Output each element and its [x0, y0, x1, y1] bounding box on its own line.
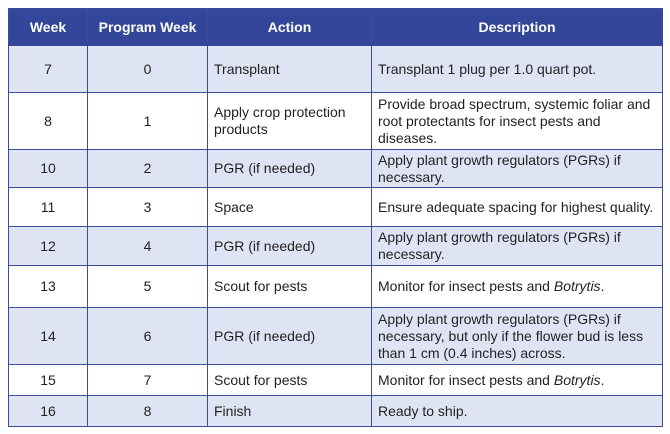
text-run: . [600, 371, 605, 388]
action-cell: Finish [207, 395, 372, 427]
text-run: Apply plant growth regulators (PGRs) if … [378, 310, 644, 361]
text-run: Monitor for insect pests and [378, 371, 554, 388]
header-cell: Action [207, 8, 372, 46]
text-run: Ready to ship. [378, 402, 468, 419]
description-cell: Monitor for insect pests and Botrytis. [371, 364, 663, 396]
description-cell: Ready to ship. [371, 395, 663, 427]
week-cell: 15 [8, 364, 88, 396]
text-run: Monitor for insect pests and [378, 278, 554, 294]
action-cell: Apply crop protection products [207, 92, 372, 150]
description-cell: Apply plant growth regulators (PGRs) if … [371, 149, 663, 188]
program-week-cell: 4 [87, 226, 208, 266]
week-cell: 7 [8, 45, 88, 93]
week-cell: 16 [8, 395, 88, 427]
text-run: Provide broad spectrum, systemic foliar … [378, 95, 651, 146]
text-run: Ensure adequate spacing for highest qual… [378, 198, 654, 215]
action-cell: Scout for pests [207, 265, 372, 308]
table-row: 8 1 Apply crop protection products Provide … [8, 92, 663, 150]
header-cell: Description [371, 8, 663, 46]
week-cell: 12 [8, 226, 88, 266]
table-row: 13 5 Scout for pests Monitor for insect pes… [8, 265, 663, 308]
header-row: Week Program Week Action Description [8, 8, 663, 46]
description-cell: Provide broad spectrum, systemic foliar … [371, 92, 663, 150]
description-cell: Monitor for insect pests and Botrytis. [371, 265, 663, 308]
table-row: 14 6 PGR (if needed) Apply plant growth reg… [8, 307, 663, 365]
text-run: Apply plant growth regulators (PGRs) if … [378, 151, 621, 185]
program-week-cell: 6 [87, 307, 208, 365]
table-row: 12 4 PGR (if needed) Apply plant growth reg… [8, 226, 663, 266]
description-cell: Transplant 1 plug per 1.0 quart pot. [371, 45, 663, 93]
week-cell: 13 [8, 265, 88, 308]
header-cell: Program Week [87, 8, 208, 46]
text-run: Apply plant growth regulators (PGRs) if … [378, 229, 621, 262]
action-cell: PGR (if needed) [207, 149, 372, 188]
program-week-cell: 2 [87, 149, 208, 188]
week-cell: 14 [8, 307, 88, 365]
table-row: 10 2 PGR (if needed) Apply plant growth reg… [8, 149, 663, 188]
text-run: Botrytis [553, 371, 601, 388]
week-cell: 11 [8, 187, 88, 227]
schedule-table-wrap: Week Program Week Action Description 7 0 Tran… [8, 8, 663, 427]
program-week-cell: 0 [87, 45, 208, 93]
action-cell: Space [207, 187, 372, 227]
action-cell: PGR (if needed) [207, 307, 372, 365]
text-run: Botrytis [553, 278, 601, 294]
schedule-table: Week Program Week Action Description 7 0 Tran… [8, 8, 663, 427]
text-run: . [600, 278, 605, 294]
description-cell: Apply plant growth regulators (PGRs) if … [371, 226, 663, 266]
action-cell: Scout for pests [207, 364, 372, 396]
table-row: 16 8 Finish Ready to ship. [8, 395, 663, 427]
program-week-cell: 5 [87, 265, 208, 308]
description-cell: Ensure adequate spacing for highest qual… [371, 187, 663, 227]
week-cell: 8 [8, 92, 88, 150]
table-row: 11 3 Space Ensure adequate spacing for high… [8, 187, 663, 227]
program-week-cell: 1 [87, 92, 208, 150]
week-cell: 10 [8, 149, 88, 188]
action-cell: PGR (if needed) [207, 226, 372, 266]
header-cell: Week [8, 8, 88, 46]
table-row: 7 0 Transplant Transplant 1 plug per 1.0 qu… [8, 45, 663, 93]
action-cell: Transplant [207, 45, 372, 93]
description-cell: Apply plant growth regulators (PGRs) if … [371, 307, 663, 365]
text-run: Transplant 1 plug per 1.0 quart pot. [378, 60, 597, 77]
program-week-cell: 8 [87, 395, 208, 427]
program-week-cell: 7 [87, 364, 208, 396]
table-row: 15 7 Scout for pests Monitor for insect pes… [8, 364, 663, 396]
program-week-cell: 3 [87, 187, 208, 227]
